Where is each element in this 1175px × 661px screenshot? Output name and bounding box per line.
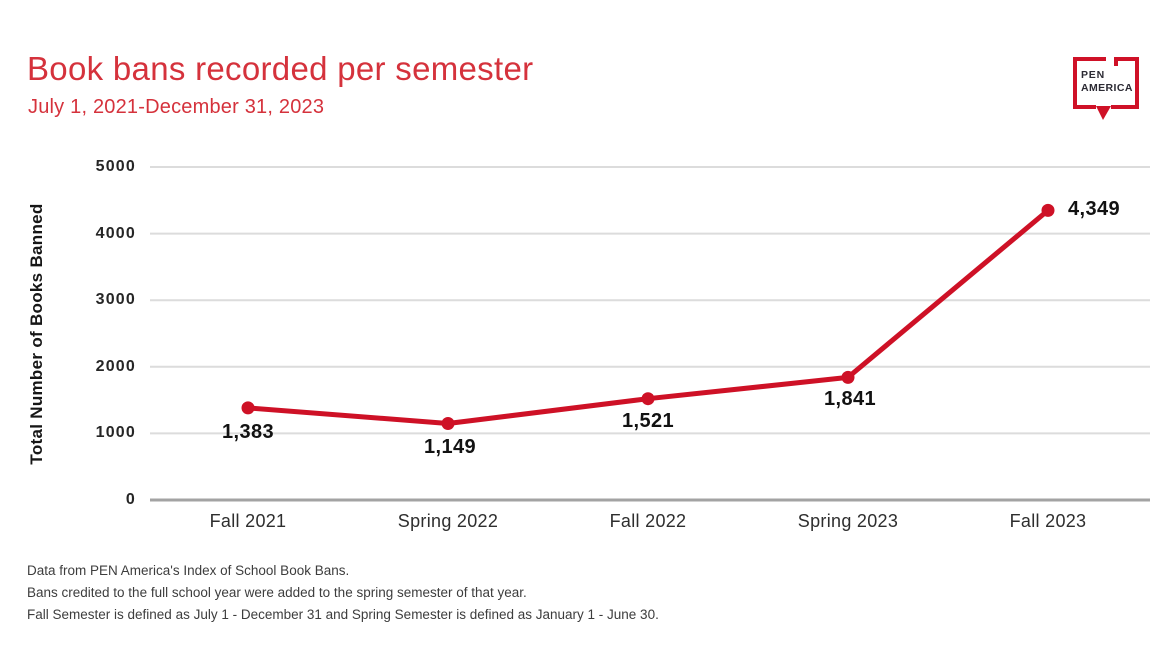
y-tick-label: 2000 xyxy=(95,357,136,375)
y-tick-label: 4000 xyxy=(95,224,136,242)
data-label-fall-2023: 4,349 xyxy=(1067,198,1121,221)
chart-title: Book bans recorded per semester xyxy=(27,50,534,87)
logo-bubble-left xyxy=(1073,57,1106,109)
x-axis-label-spring-2022: Spring 2022 xyxy=(397,511,499,531)
footnotes: Data from PEN America's Index of School … xyxy=(27,560,659,626)
y-tick-label: 5000 xyxy=(95,158,136,175)
footnote-method: Bans credited to the full school year we… xyxy=(27,585,527,600)
logo-bubble-right xyxy=(1111,57,1139,109)
data-label-spring-2022: 1,149 xyxy=(423,436,477,459)
data-point-fall-2023 xyxy=(1041,203,1055,217)
data-label-fall-2022: 1,521 xyxy=(621,409,675,432)
x-axis-label-fall-2022: Fall 2022 xyxy=(609,511,687,531)
x-axis-label-spring-2023: Spring 2023 xyxy=(797,511,899,531)
logo-text-pen: PEN xyxy=(1081,69,1105,81)
y-tick-label: 3000 xyxy=(95,291,136,309)
x-axis-label-fall-2023: Fall 2023 xyxy=(1009,511,1087,531)
data-point-spring-2023 xyxy=(841,370,855,384)
y-axis-title: Total Number of Books Banned xyxy=(27,203,46,465)
data-point-fall-2022 xyxy=(641,392,655,406)
data-label-spring-2023: 1,841 xyxy=(823,388,877,411)
y-tick-label: 0 xyxy=(125,491,136,508)
data-point-spring-2022 xyxy=(441,416,455,430)
footnote-source: Data from PEN America's Index of School … xyxy=(27,563,350,578)
data-point-fall-2021 xyxy=(241,401,255,415)
data-label-fall-2021: 1,383 xyxy=(221,420,275,443)
footnote-definitions: Fall Semester is defined as July 1 - Dec… xyxy=(27,607,659,622)
y-tick-label: 1000 xyxy=(95,424,136,442)
logo-bubble-tail xyxy=(1096,106,1111,120)
logo-text-america: AMERICA xyxy=(1081,82,1133,94)
x-axis-label-fall-2021: Fall 2021 xyxy=(209,511,287,531)
chart-subtitle: July 1, 2021-December 31, 2023 xyxy=(28,96,325,118)
data-line xyxy=(245,207,1051,426)
pen-america-logo: PEN AMERICA xyxy=(1073,57,1139,120)
